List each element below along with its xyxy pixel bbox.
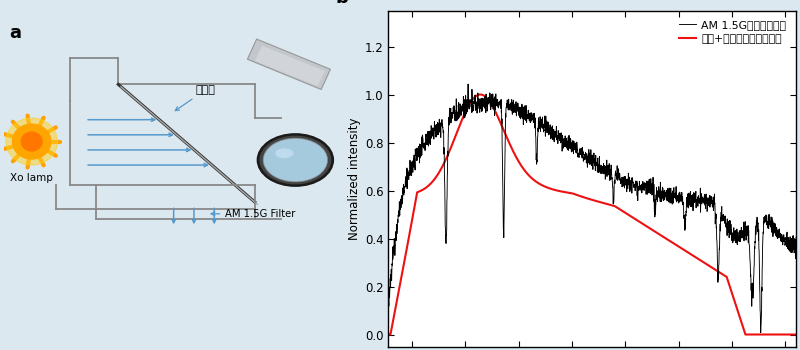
Text: AM 1.5G Filter: AM 1.5G Filter [211,209,296,219]
AM 1.5G标准太阳光谱 [756,330,766,335]
Ellipse shape [263,138,328,182]
Y-axis label: Normalized intensity: Normalized intensity [347,117,361,240]
AM 1.5G标准太阳光谱 [780,239,790,243]
Ellipse shape [264,139,326,181]
AM 1.5G标准太阳光谱 [791,235,800,239]
Polygon shape [247,39,330,90]
Circle shape [6,118,58,165]
氙灯+太阳光谱校正滤光片 [779,332,789,337]
氙灯+太阳光谱校正滤光片 [383,332,393,337]
Ellipse shape [257,133,334,187]
氙灯+太阳光谱校正滤光片 [705,264,714,268]
Text: Xo lamp: Xo lamp [10,174,53,183]
Polygon shape [254,46,325,86]
氙灯+太阳光谱校正滤光片 [791,332,800,337]
氙灯+太阳光谱校正滤光片 [404,234,414,238]
Legend: AM 1.5G标准太阳光谱, 氙灯+太阳光谱校正滤光片: AM 1.5G标准太阳光谱, 氙灯+太阳光谱校正滤光片 [674,16,790,48]
Text: a: a [10,24,22,42]
AM 1.5G标准太阳光谱 [463,82,473,86]
AM 1.5G标准太阳光谱 [571,150,581,154]
氙灯+太阳光谱校正滤光片 [741,332,750,337]
Text: b: b [335,0,348,7]
Circle shape [22,132,42,151]
AM 1.5G标准太阳光谱 [779,236,789,240]
AM 1.5G标准太阳光谱 [705,194,714,198]
AM 1.5G标准太阳光谱 [404,168,414,173]
Line: 氙灯+太阳光谱校正滤光片: 氙灯+太阳光谱校正滤光片 [388,94,796,335]
Line: AM 1.5G标准太阳光谱: AM 1.5G标准太阳光谱 [388,84,796,332]
Ellipse shape [259,136,331,184]
AM 1.5G标准太阳光谱 [582,152,591,156]
AM 1.5G标准太阳光谱 [383,310,393,315]
氙灯+太阳光谱校正滤光片 [582,196,591,200]
氙灯+太阳光谱校正滤光片 [780,332,790,337]
Text: 反射片: 反射片 [175,85,216,111]
Ellipse shape [275,148,294,158]
氙灯+太阳光谱校正滤光片 [571,193,581,197]
Circle shape [13,124,51,159]
氙灯+太阳光谱校正滤光片 [475,92,485,97]
